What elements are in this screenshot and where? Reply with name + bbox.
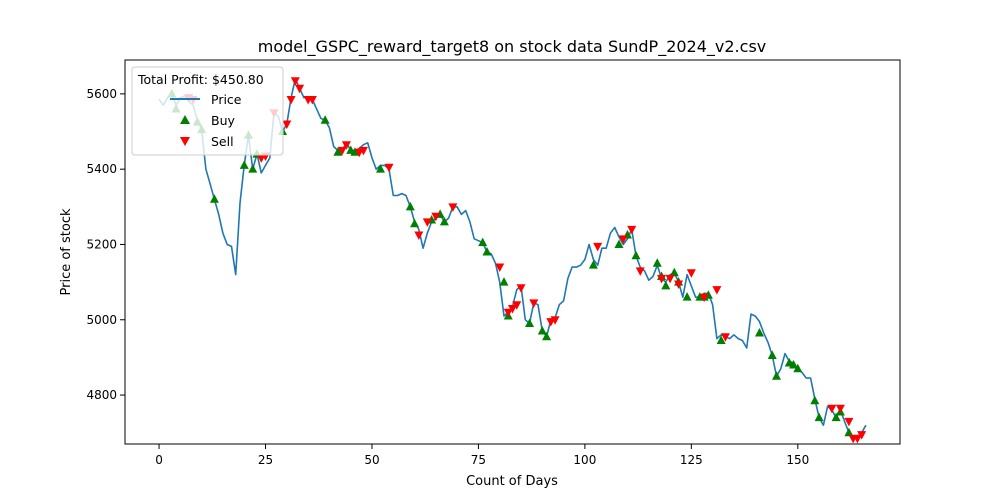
chart-title: model_GSPC_reward_target8 on stock data … bbox=[258, 37, 767, 57]
buy-marker bbox=[669, 267, 679, 277]
sell-marker bbox=[627, 225, 637, 235]
legend-sell-marker bbox=[180, 137, 190, 146]
buy-marker bbox=[410, 218, 420, 228]
sell-marker bbox=[337, 146, 347, 156]
plot-frame bbox=[124, 59, 901, 445]
buy-marker bbox=[652, 258, 662, 267]
x-axis-label: Count of Days bbox=[466, 474, 558, 489]
buy-marker bbox=[831, 412, 841, 422]
sell-marker bbox=[508, 304, 517, 314]
legend-buy-marker bbox=[180, 115, 190, 124]
x-tick-label: 25 bbox=[258, 453, 273, 467]
buy-marker bbox=[661, 280, 671, 290]
buy-marker bbox=[789, 359, 799, 369]
buy-marker bbox=[772, 371, 782, 380]
sell-marker bbox=[295, 84, 305, 94]
buy-marker bbox=[588, 260, 598, 269]
sell-marker bbox=[699, 293, 709, 303]
sell-marker bbox=[422, 218, 432, 227]
legend-price-label: Price bbox=[211, 92, 242, 107]
y-axis-label: Price of stock bbox=[59, 208, 74, 295]
x-tick-label: 75 bbox=[471, 453, 486, 467]
buy-marker bbox=[754, 327, 764, 337]
y-tick-label: 4800 bbox=[86, 388, 117, 402]
legend-box bbox=[131, 66, 284, 156]
buy-marker bbox=[767, 350, 777, 360]
sell-marker bbox=[384, 163, 394, 173]
buy-marker bbox=[682, 292, 692, 301]
sell-marker bbox=[657, 274, 667, 284]
sell-marker bbox=[618, 235, 628, 244]
buy-marker bbox=[614, 239, 624, 248]
sell-marker bbox=[827, 404, 837, 414]
buy-marker bbox=[478, 237, 488, 247]
sell-marker bbox=[835, 404, 845, 414]
buy-marker bbox=[542, 331, 552, 341]
sell-marker bbox=[844, 417, 854, 427]
sell-marker bbox=[550, 316, 560, 325]
legend-buy-label: Buy bbox=[211, 113, 235, 128]
legend-sell-label: Sell bbox=[211, 134, 234, 149]
x-tick-label: 50 bbox=[364, 453, 379, 467]
y-tick-label: 5000 bbox=[86, 313, 117, 327]
sell-marker bbox=[665, 274, 675, 284]
sell-marker bbox=[712, 286, 722, 295]
buy-marker bbox=[248, 164, 258, 173]
buy-marker bbox=[537, 326, 547, 335]
buy-marker bbox=[239, 160, 249, 169]
sell-marker bbox=[852, 434, 862, 444]
sell-marker bbox=[290, 77, 300, 86]
sell-marker bbox=[635, 267, 645, 276]
buy-marker bbox=[405, 201, 415, 211]
buy-marker bbox=[350, 147, 360, 156]
buy-marker bbox=[716, 335, 726, 344]
x-axis: 0 25 50 75 100 125 150 bbox=[155, 444, 809, 467]
sell-marker bbox=[495, 263, 505, 273]
buy-marker bbox=[631, 250, 641, 260]
total-profit-annotation: Total Profit: $450.80 bbox=[137, 72, 264, 87]
sell-marker bbox=[448, 203, 458, 212]
buy-marker bbox=[525, 318, 535, 328]
sell-marker bbox=[431, 212, 441, 222]
sell-marker bbox=[720, 333, 730, 342]
x-tick-label: 100 bbox=[573, 453, 596, 467]
buy-marker bbox=[793, 363, 803, 373]
sell-marker bbox=[593, 242, 603, 252]
legend: Total Profit: $450.80 Price Buy Sell bbox=[131, 66, 284, 156]
x-tick-label: 0 bbox=[155, 453, 163, 467]
y-axis: 4800 5000 5200 5400 5600 bbox=[86, 87, 125, 402]
buy-marker bbox=[333, 147, 343, 156]
buy-marker bbox=[209, 194, 219, 203]
sell-marker bbox=[529, 299, 539, 308]
buy-marker bbox=[810, 395, 820, 405]
buy-marker bbox=[482, 247, 492, 256]
sell-marker bbox=[512, 301, 522, 310]
sell-marker bbox=[286, 96, 296, 105]
x-tick-label: 125 bbox=[680, 453, 703, 467]
sell-marker bbox=[686, 269, 696, 278]
y-tick-label: 5400 bbox=[86, 162, 117, 176]
buy-marker bbox=[814, 412, 824, 422]
buy-marker bbox=[844, 427, 854, 437]
sell-marker bbox=[857, 431, 867, 440]
buy-marker bbox=[375, 164, 385, 173]
sell-marker bbox=[674, 280, 684, 289]
sell-marker bbox=[358, 146, 368, 156]
buy-marker bbox=[499, 277, 509, 286]
sell-marker bbox=[516, 284, 526, 293]
y-tick-label: 5600 bbox=[86, 87, 117, 101]
buy-marker bbox=[439, 216, 449, 226]
sell-marker bbox=[341, 141, 351, 150]
x-tick-label: 150 bbox=[786, 453, 809, 467]
buy-marker bbox=[320, 115, 330, 124]
sell-marker bbox=[282, 120, 292, 129]
sell-marker bbox=[307, 96, 317, 105]
sell-marker bbox=[414, 231, 424, 241]
sell-marker bbox=[503, 308, 513, 318]
y-tick-label: 5200 bbox=[86, 237, 117, 251]
